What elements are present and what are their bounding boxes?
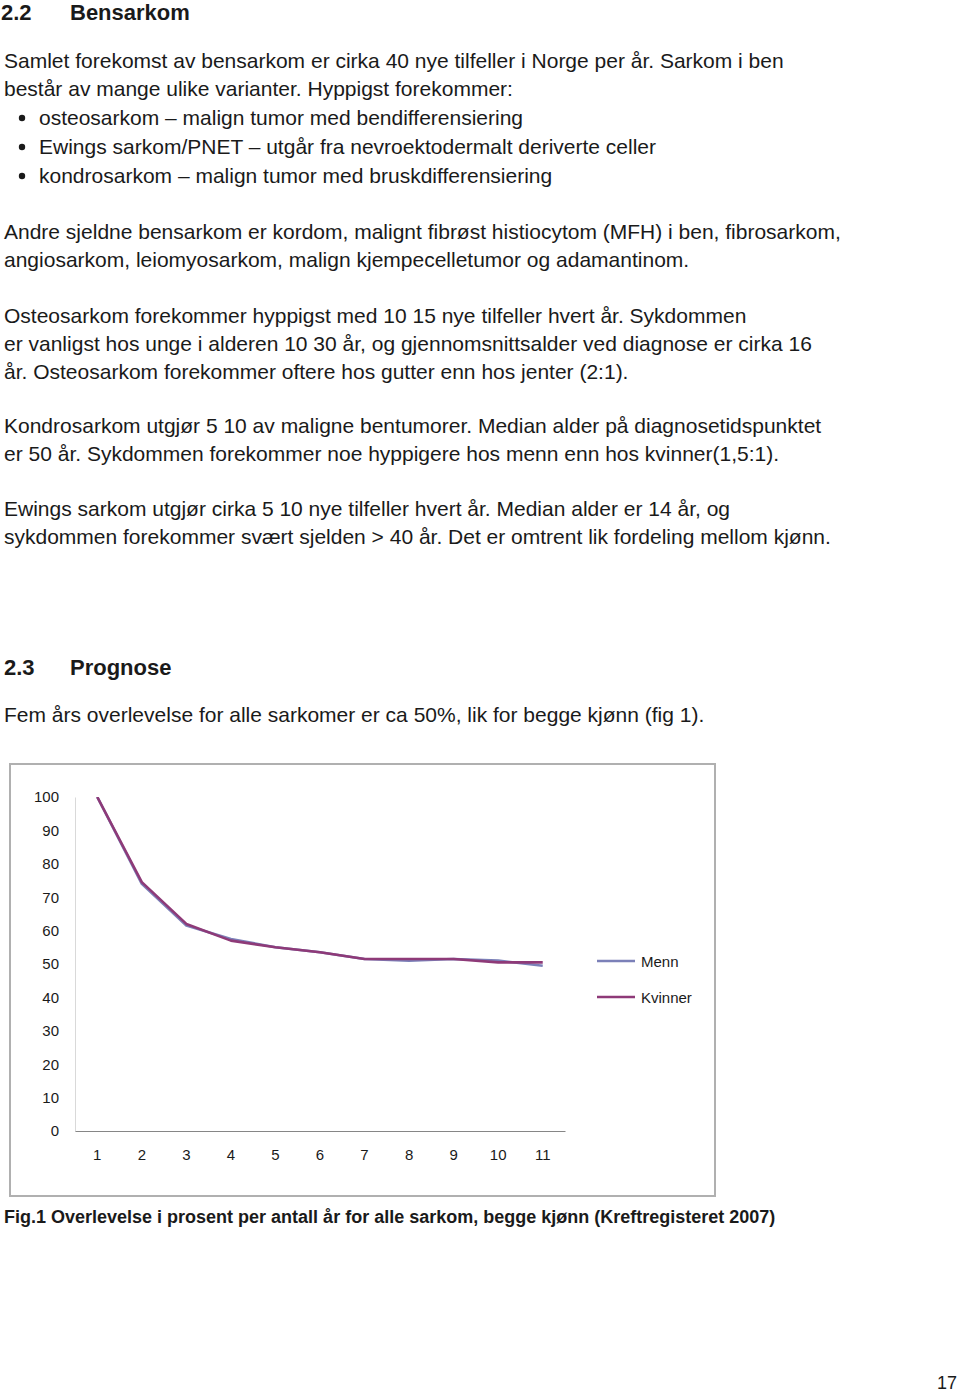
x-tick-label: 8 <box>405 1146 413 1163</box>
paragraph-line: sykdommen forekommer svært sjelden > 40 … <box>4 525 831 548</box>
bullet-text: kondrosarkom – malign tumor med bruskdif… <box>39 164 552 187</box>
bullet <box>19 173 25 179</box>
section-title: Prognose <box>70 655 171 680</box>
chart: 0 10 20 30 40 50 60 70 80 90 100 1 2 3 4 5 6 7 8 9 10 11 Menn K… <box>4 764 775 1227</box>
paragraph-line: Andre sjeldne bensarkom er kordom, malig… <box>4 220 841 243</box>
x-tick: 3 <box>182 1131 190 1163</box>
x-tick-label: 6 <box>316 1146 324 1163</box>
legend-label: Kvinner <box>641 989 692 1006</box>
y-tick-label: 50 <box>42 955 59 972</box>
y-tick: 100 <box>34 788 75 805</box>
y-tick-label: 90 <box>42 822 59 839</box>
x-tick: 7 <box>360 1131 368 1163</box>
y-tick-label: 20 <box>42 1056 59 1073</box>
paragraph-line: er vanligst hos unge i alderen 10 30 år,… <box>4 332 812 355</box>
y-tick-label: 40 <box>42 989 59 1006</box>
x-tick-label: 10 <box>490 1146 507 1163</box>
x-tick: 5 <box>271 1131 279 1163</box>
figure-caption: Fig.1 Overlevelse i prosent per antall å… <box>4 1207 775 1227</box>
y-tick-label: 30 <box>42 1022 59 1039</box>
section-number: 2.2 <box>1 0 32 25</box>
y-tick-label: 100 <box>34 788 59 805</box>
y-tick: 10 <box>42 1089 75 1106</box>
y-axis: 0 10 20 30 40 50 60 70 80 90 100 <box>34 788 76 1139</box>
y-axis-line <box>75 798 76 1132</box>
paragraph-line: angiosarkom, leiomyosarkom, malign kjemp… <box>4 248 689 271</box>
x-tick-label: 1 <box>93 1146 101 1163</box>
legend-swatch <box>597 960 635 963</box>
section-title: Bensarkom <box>70 0 190 25</box>
y-tick: 0 <box>51 1122 75 1139</box>
y-tick-label: 60 <box>42 922 59 939</box>
series-line <box>97 797 542 966</box>
x-tick-label: 11 <box>535 1146 551 1163</box>
paragraph-line: er 50 år. Sykdommen forekommer noe hyppi… <box>4 442 779 465</box>
y-tick-label: 0 <box>51 1122 59 1139</box>
y-tick-label: 70 <box>42 889 59 906</box>
paragraph-line: Ewings sarkom utgjør cirka 5 10 nye tilf… <box>4 497 730 520</box>
legend: Menn Kvinner <box>597 953 692 1006</box>
y-tick: 80 <box>42 855 75 872</box>
x-tick-label: 5 <box>271 1146 279 1163</box>
bullet <box>19 115 25 121</box>
legend-label: Menn <box>641 953 679 970</box>
x-tick: 1 <box>93 1131 101 1163</box>
x-tick: 8 <box>405 1131 413 1163</box>
y-tick-label: 10 <box>42 1089 59 1106</box>
x-tick: 9 <box>449 1131 457 1163</box>
x-axis: 1 2 3 4 5 6 7 8 9 10 11 <box>76 1131 566 1163</box>
y-tick: 20 <box>42 1056 75 1073</box>
y-tick: 60 <box>42 922 75 939</box>
section-number: 2.3 <box>4 655 35 680</box>
x-tick: 10 <box>490 1131 507 1163</box>
intro-line: Samlet forekomst av bensarkom er cirka 4… <box>4 49 784 72</box>
x-tick-label: 7 <box>360 1146 368 1163</box>
document-text: 2.2 Bensarkom Samlet forekomst av bensarko… <box>1 0 957 1393</box>
y-tick: 30 <box>42 1022 75 1039</box>
x-tick: 6 <box>316 1131 324 1163</box>
x-tick-label: 4 <box>227 1146 235 1163</box>
paragraph-line: Fem års overlevelse for alle sarkomer er… <box>4 703 704 726</box>
intro-line: består av mange ulike varianter. Hyppigs… <box>4 77 513 100</box>
paragraph-line: Osteosarkom forekommer hyppigst med 10 1… <box>4 304 746 327</box>
y-tick: 50 <box>42 955 75 972</box>
x-tick-label: 2 <box>138 1146 146 1163</box>
y-tick-label: 80 <box>42 855 59 872</box>
x-tick: 11 <box>535 1131 551 1163</box>
series-line <box>97 797 542 962</box>
y-tick: 70 <box>42 889 75 906</box>
plot-area <box>97 797 542 966</box>
page-number: 17 <box>937 1373 957 1393</box>
y-tick: 90 <box>42 822 75 839</box>
chart-frame <box>10 764 715 1196</box>
x-tick-label: 3 <box>182 1146 190 1163</box>
bullet <box>19 144 25 150</box>
x-tick: 2 <box>138 1131 146 1163</box>
paragraph-line: år. Osteosarkom forekommer oftere hos gu… <box>4 360 628 383</box>
x-tick: 4 <box>227 1131 235 1163</box>
legend-swatch <box>597 996 635 999</box>
page: 2.2 Bensarkom Samlet forekomst av bensarko… <box>0 0 960 1394</box>
x-axis-line <box>76 1131 566 1132</box>
bullet-text: Ewings sarkom/PNET – utgår fra nevroekto… <box>39 135 656 158</box>
bullet-text: osteosarkom – malign tumor med bendiffer… <box>39 106 523 129</box>
x-tick-label: 9 <box>449 1146 457 1163</box>
paragraph-line: Kondrosarkom utgjør 5 10 av maligne bent… <box>4 414 821 437</box>
y-tick: 40 <box>42 989 75 1006</box>
